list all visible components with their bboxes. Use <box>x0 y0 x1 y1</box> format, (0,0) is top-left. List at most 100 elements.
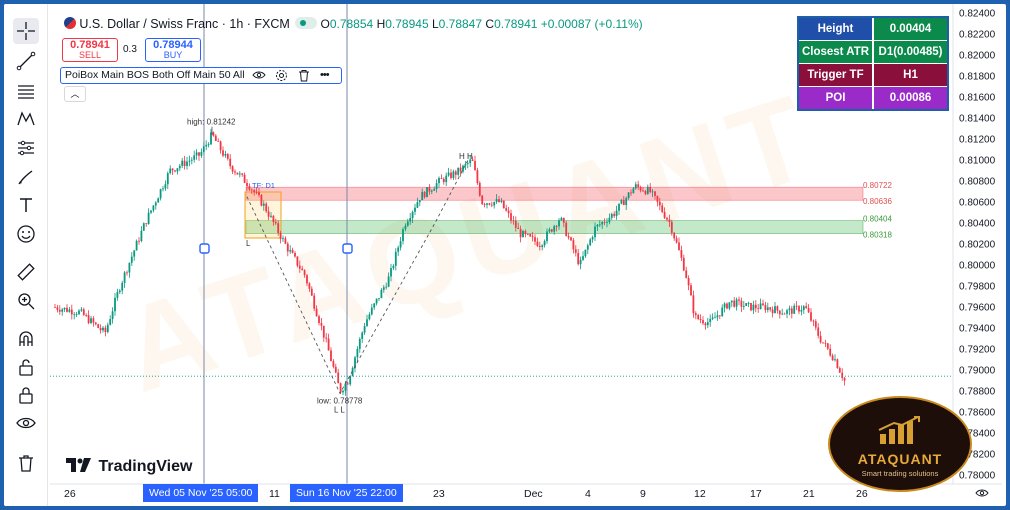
candle-body <box>486 203 488 205</box>
tradingview-icon <box>66 458 91 472</box>
candle-body <box>80 309 83 311</box>
price-chart[interactable]: 0.80722 0.80636 0.80404 0.80318 high: 0.812… <box>50 4 1002 506</box>
candle-body <box>714 317 716 319</box>
red-zone-top-label: 0.80722 <box>863 181 892 190</box>
candle-body <box>171 168 174 171</box>
time-label: Dec <box>524 488 543 500</box>
candle-body <box>440 178 443 179</box>
indicator-legend[interactable]: PoiBox Main BOS Both Off Main 50 All ••• <box>60 67 342 84</box>
candle-body <box>289 250 292 252</box>
price-axis-bg <box>953 4 1002 484</box>
candle-body <box>632 188 635 194</box>
candle-body <box>397 247 400 252</box>
candle-body <box>322 325 325 338</box>
candle-body <box>519 228 522 238</box>
price-tick-label: 0.79600 <box>959 303 996 314</box>
candle-body <box>831 355 834 361</box>
pattern-icon[interactable] <box>13 106 39 132</box>
candle-body <box>162 188 164 190</box>
candle-body <box>466 163 469 165</box>
candle-body <box>529 234 532 237</box>
symbol-header: U.S. Dollar / Swiss Franc · 1h · FXCM O0… <box>64 17 643 31</box>
symbol-title[interactable]: U.S. Dollar / Swiss Franc · 1h · FXCM <box>79 17 290 31</box>
sell-button[interactable]: 0.78941 SELL <box>62 38 118 62</box>
time-label: 12 <box>694 488 706 500</box>
candle-body <box>584 249 587 257</box>
candle-body <box>630 192 632 194</box>
lock-icon[interactable] <box>13 382 39 408</box>
measure-icon[interactable] <box>13 135 39 161</box>
candle-body <box>507 210 510 214</box>
candle-body <box>483 204 486 205</box>
crosshair-icon[interactable] <box>13 18 39 44</box>
candle-body <box>730 300 733 303</box>
tradingview-logo[interactable]: TradingView <box>66 458 192 476</box>
candle-body <box>687 277 690 286</box>
candle-body <box>478 182 481 196</box>
candle-body <box>358 338 361 349</box>
candle-body <box>339 383 342 393</box>
candle-body <box>402 229 404 242</box>
change-value: +0.00087 (+0.11%) <box>540 17 643 31</box>
trend-line-icon[interactable] <box>13 48 39 74</box>
low-value: 0.78847 <box>438 17 483 31</box>
candle-body <box>490 204 493 206</box>
price-tick-label: 0.78000 <box>959 471 996 482</box>
fib-icon[interactable] <box>13 78 39 104</box>
candle-body <box>207 144 210 146</box>
price-tick-label: 0.82200 <box>959 30 996 41</box>
zoom-icon[interactable] <box>13 288 39 314</box>
candle-body <box>426 187 428 198</box>
settings-icon[interactable] <box>275 69 288 87</box>
candle-body <box>502 200 505 209</box>
candle-body <box>68 309 71 312</box>
candle-body <box>303 270 306 276</box>
candle-body <box>776 306 779 311</box>
magnet-icon[interactable] <box>13 326 39 352</box>
time-label: 26 <box>64 488 76 500</box>
eye-icon[interactable] <box>13 410 39 436</box>
candle-body <box>186 161 188 167</box>
candle-body <box>606 222 608 223</box>
candle-body <box>649 186 652 193</box>
candle-body <box>152 205 155 211</box>
l-marker: L <box>246 239 251 248</box>
emoji-icon[interactable] <box>13 221 39 247</box>
candle-body <box>685 270 688 278</box>
candle-body <box>493 201 496 206</box>
candle-body <box>834 359 836 361</box>
trash-icon[interactable] <box>13 450 39 476</box>
candle-body <box>704 323 707 326</box>
candle-body <box>572 240 575 250</box>
candle-body <box>500 200 503 202</box>
candle-body <box>445 175 448 183</box>
more-icon[interactable]: ••• <box>320 69 330 81</box>
high-label: H <box>376 17 386 31</box>
candle-body <box>308 283 311 289</box>
settings-eye-icon[interactable] <box>975 486 989 504</box>
candle-body <box>750 302 752 311</box>
collapse-chevron-icon[interactable]: ︿ <box>64 86 86 102</box>
buy-button[interactable]: 0.78944 BUY <box>145 38 201 62</box>
candle-body <box>114 297 116 312</box>
candle-body <box>505 208 508 211</box>
text-icon[interactable] <box>13 192 39 218</box>
eye-icon[interactable] <box>252 69 266 86</box>
candle-body <box>733 300 736 307</box>
delete-icon[interactable] <box>298 69 310 87</box>
candle-body <box>452 171 455 178</box>
ruler-icon[interactable] <box>13 259 39 285</box>
candle-body <box>193 155 196 160</box>
candle-body <box>92 318 95 323</box>
candle-body <box>558 220 560 227</box>
candle-body <box>66 307 68 312</box>
low-label: L <box>431 17 439 31</box>
candle-body <box>200 151 203 156</box>
lock-icon[interactable] <box>13 354 39 380</box>
candle-body <box>406 221 409 226</box>
candle-body <box>752 304 755 311</box>
chart-area[interactable]: ATAQUANT 0.80722 0.80636 0.80404 0.80318 hi… <box>50 4 1002 506</box>
candle-body <box>145 223 148 225</box>
table-row: Trigger TF H1 <box>799 64 947 86</box>
brush-icon[interactable] <box>13 164 39 190</box>
